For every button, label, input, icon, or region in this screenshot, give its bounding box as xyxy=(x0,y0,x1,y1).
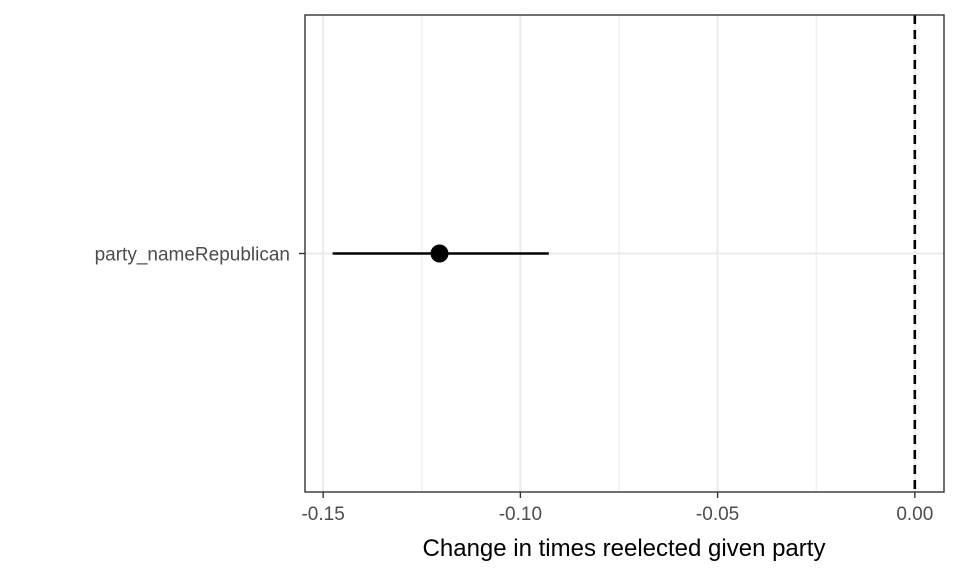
x-tick-label: -0.10 xyxy=(499,504,542,525)
x-tick-label: -0.15 xyxy=(301,504,344,525)
point-estimate xyxy=(430,244,449,263)
x-axis: -0.15 -0.10 -0.05 0.00 xyxy=(301,492,933,525)
y-axis: party_nameRepublican xyxy=(95,245,305,266)
x-axis-title: Change in times reelected given party xyxy=(423,535,826,562)
estimates xyxy=(332,244,549,263)
y-tick-label: party_nameRepublican xyxy=(95,245,290,266)
x-tick-label: -0.05 xyxy=(696,504,739,525)
x-tick-label: 0.00 xyxy=(896,504,933,525)
